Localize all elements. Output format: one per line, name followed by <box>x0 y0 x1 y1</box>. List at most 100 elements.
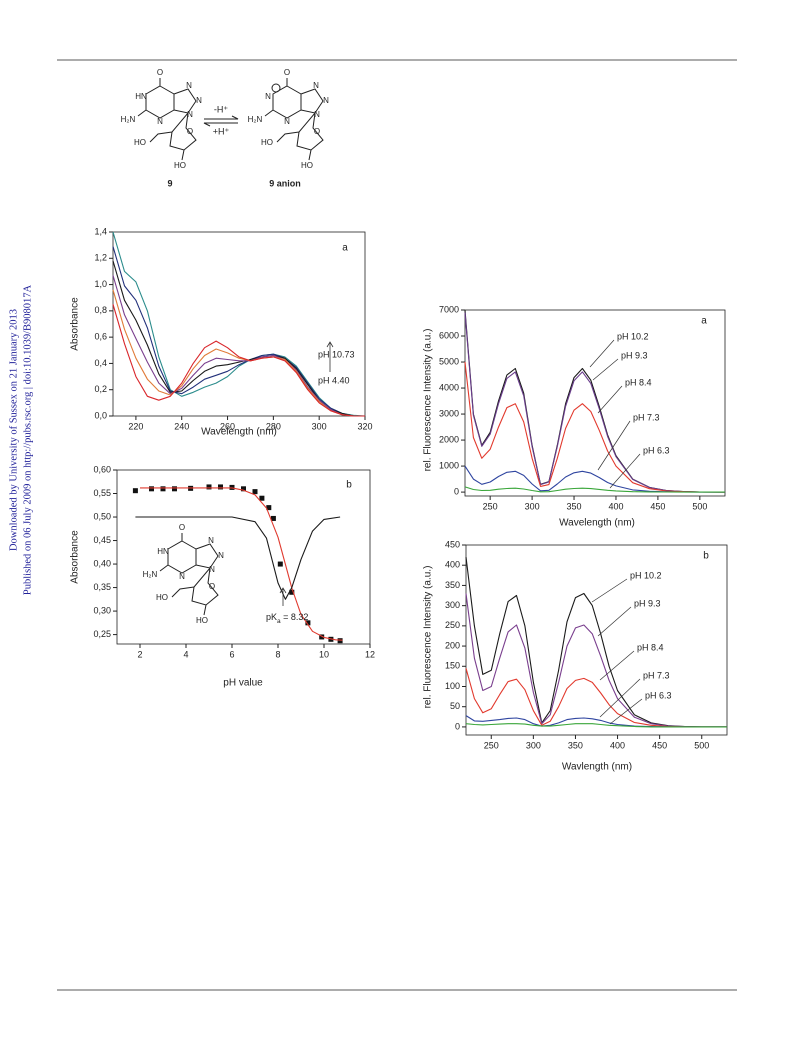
data-line <box>465 668 727 728</box>
sidebar-line: Downloaded by University of Sussex on 21… <box>8 309 19 551</box>
x-tick-label: 400 <box>610 740 625 750</box>
x-tick-label: 2 <box>137 649 142 659</box>
annotation-part: a <box>277 618 281 625</box>
atom: N <box>284 117 290 126</box>
y-tick-label: 300 <box>445 600 460 610</box>
series-label: pH 9.3 <box>634 598 661 608</box>
x-tick-label: 500 <box>692 501 707 511</box>
atom: O <box>284 68 290 77</box>
plot-frame <box>112 231 366 417</box>
y-tick-label: 150 <box>445 661 460 671</box>
x-tick-label: 250 <box>484 740 499 750</box>
atom: HO <box>134 138 146 147</box>
atom: N <box>186 81 192 90</box>
structure-9-anion: O N H₂N N N N N O HO HO 9 anion <box>248 68 329 188</box>
x-tick-label: 4 <box>183 649 188 659</box>
x-axis-label: Wavelength (nm) <box>201 427 277 438</box>
y-tick-label: 7000 <box>439 304 459 314</box>
y-tick-label: 0 <box>455 721 460 731</box>
y-tick-label: 50 <box>450 701 460 711</box>
data-point <box>319 634 325 640</box>
data-point <box>206 484 212 490</box>
label-leader <box>589 339 615 368</box>
y-tick-label: 0,2 <box>94 384 107 394</box>
atom: H₂N <box>143 570 158 579</box>
y-axis-label: rel. Fluorescence Intensity (a.u.) <box>423 329 434 472</box>
inset-structure: O HN H₂N N N N N O HO HO <box>143 523 224 625</box>
y-tick-label: 400 <box>445 560 460 570</box>
y-tick-label: 1,0 <box>94 279 107 289</box>
data-line <box>464 361 726 493</box>
y-tick-label: 0 <box>454 486 459 496</box>
y-tick-label: 1000 <box>439 460 459 470</box>
y-tick-label: 0,55 <box>93 488 111 498</box>
panel-label: a <box>342 243 348 254</box>
y-tick-label: 100 <box>445 681 460 691</box>
series-label: pH 6.3 <box>643 445 670 455</box>
data-point <box>270 515 276 521</box>
chart: 2 4 6 8 10 12 0,25 0,30 0,35 0,40 0,45 0,50 0,55 0,60… <box>70 464 375 688</box>
atom: O <box>314 127 320 136</box>
data-line <box>112 231 366 417</box>
data-line <box>112 289 365 417</box>
atom: HO <box>196 616 208 625</box>
data-line <box>465 593 727 728</box>
data-line <box>464 312 726 493</box>
y-tick-label: 3000 <box>439 408 459 418</box>
data-line <box>112 304 365 417</box>
y-tick-label: 5000 <box>439 356 459 366</box>
annotation-arrow <box>279 587 287 606</box>
atom: HN <box>135 92 147 101</box>
data-point <box>266 505 272 511</box>
y-tick-label: 250 <box>445 620 460 630</box>
x-tick-label: 240 <box>174 421 189 431</box>
data-point <box>337 638 343 644</box>
y-tick-label: 0,6 <box>94 332 107 342</box>
y-axis-label: rel. Fluorescence Intensity (a.u.) <box>423 566 434 709</box>
data-line <box>465 723 727 728</box>
atom: N <box>179 572 185 581</box>
y-tick-label: 0,25 <box>93 629 111 639</box>
data-line <box>464 486 725 493</box>
atom: N <box>187 110 193 119</box>
y-tick-label: 4000 <box>439 382 459 392</box>
x-tick-label: 350 <box>568 740 583 750</box>
x-tick-label: 300 <box>312 421 327 431</box>
x-tick-label: 8 <box>275 649 280 659</box>
x-tick-label: 300 <box>525 501 540 511</box>
atom: N <box>218 551 224 560</box>
label-leader <box>592 358 619 381</box>
x-tick-label: 320 <box>357 421 372 431</box>
x-tick-label: 250 <box>483 501 498 511</box>
label-leader <box>597 385 623 414</box>
x-tick-label: 260 <box>220 421 235 431</box>
series-label: pH 6.3 <box>645 690 672 700</box>
y-tick-label: 350 <box>445 580 460 590</box>
y-tick-label: 450 <box>445 539 460 549</box>
y-tick-label: 0,40 <box>93 558 111 568</box>
series-label: pH 8.4 <box>625 377 652 387</box>
series-label: pH 10.2 <box>617 331 649 341</box>
label-leader <box>599 678 641 718</box>
atom: O <box>187 127 193 136</box>
atom: HO <box>174 161 186 170</box>
equilibrium-arrows: -H⁺ +H⁺ <box>203 104 239 136</box>
atom: H₂N <box>248 115 263 124</box>
chart: 220 240 260 280 300 320 0,0 0,2 0,4 0,6 0,8 1,0 1,2 1… <box>70 226 373 437</box>
atom: HO <box>156 593 168 602</box>
x-tick-label: 300 <box>526 740 541 750</box>
data-point <box>218 484 223 490</box>
y-tick-label: 0,50 <box>93 511 111 521</box>
atom: N <box>313 81 319 90</box>
label-leader <box>609 453 641 489</box>
panel-label: b <box>703 551 709 562</box>
atom: HO <box>301 161 313 170</box>
atom: N <box>209 565 215 574</box>
chart: 250 300 350 400 450 500 0 50 100 150 200 250 300 350 4… <box>423 539 728 773</box>
y-tick-label: 1,2 <box>94 253 107 263</box>
panel-label: b <box>346 480 352 491</box>
atom: O <box>209 582 215 591</box>
panel-label: a <box>701 316 707 327</box>
annotation: pH 10.73 <box>318 349 355 359</box>
x-axis-label: pH value <box>223 678 263 689</box>
